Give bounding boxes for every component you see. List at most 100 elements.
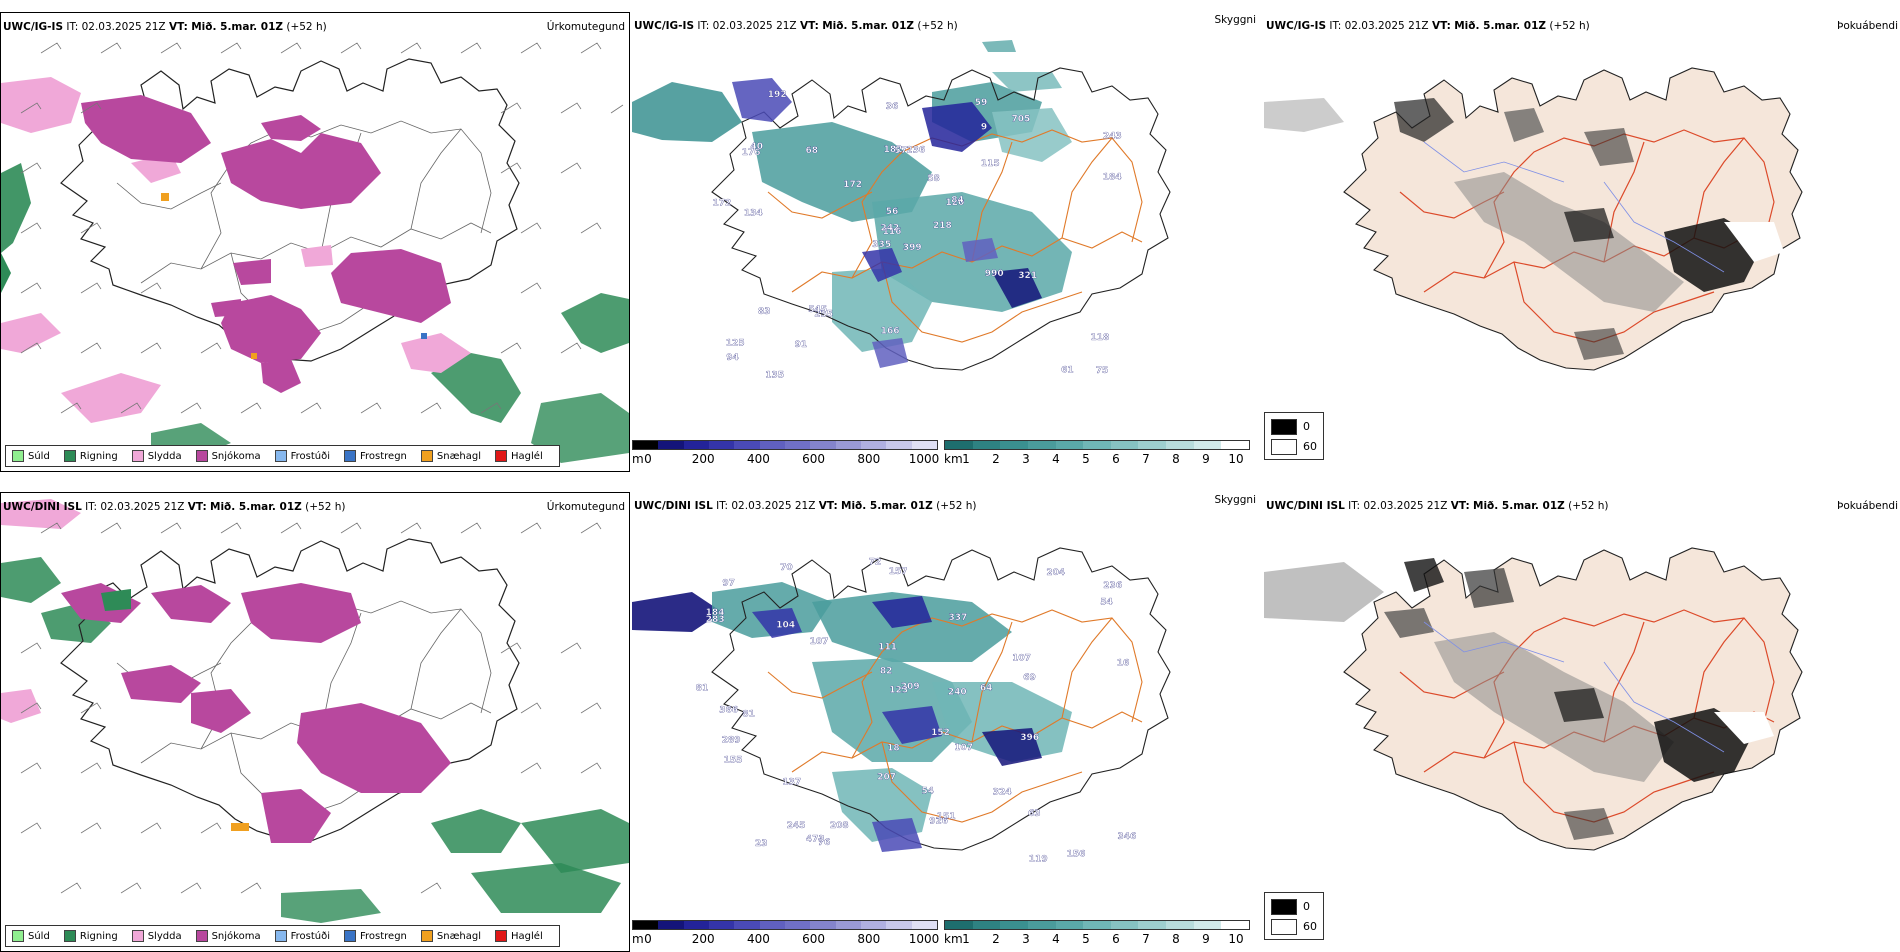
cloud-base-labels: 81 157 107 236 184 156 81 337 111 204 209 396 72 283 1… xyxy=(696,557,1137,864)
precip-legend-swatch xyxy=(495,930,508,942)
cloud-base-label: 207 xyxy=(877,773,896,783)
cloud-base-label: 69 xyxy=(1023,673,1036,683)
init-time: 02.03.2025 21Z xyxy=(712,20,797,32)
precip-legend-swatch xyxy=(274,930,287,942)
cloud-base-label: 337 xyxy=(949,613,968,623)
precip-legend-label: Rigning xyxy=(79,930,118,942)
colorbar-swatches xyxy=(632,920,938,930)
cloud-base-label: 54 xyxy=(1100,597,1113,607)
precip-legend-label: Frostregn xyxy=(360,930,407,942)
fog-legend-swatch-high xyxy=(1271,919,1297,935)
colorbar-tick: 5 xyxy=(1082,932,1090,946)
cloud-base-colorbar: m 0 200 400 600 800 1000 xyxy=(632,440,942,470)
colorbar-swatch xyxy=(658,921,684,929)
panel-title: Þokuábendi xyxy=(1837,20,1898,32)
precip-legend-label: Rigning xyxy=(79,450,118,462)
precip-legend-item: Frostúði xyxy=(274,450,330,462)
cloud-base-label: 324 xyxy=(993,787,1012,797)
fog-legend: 0 60 xyxy=(1264,892,1324,940)
it-label: IT: xyxy=(66,21,79,33)
it-label: IT: xyxy=(716,500,729,512)
cloud-base-label: 545 xyxy=(808,305,827,315)
precip-legend-label: Slydda xyxy=(147,930,182,942)
model-name: UWC/IG-IS xyxy=(634,20,695,32)
colorbar-swatch xyxy=(860,921,887,929)
init-time: 02.03.2025 21Z xyxy=(1363,500,1448,512)
cloud-base-label: 16 xyxy=(1117,658,1130,668)
cloud-base-label: 82 xyxy=(880,667,893,677)
colorbar-swatch xyxy=(945,441,973,449)
panel-header: UWC/DINI ISL IT: 02.03.2025 21Z VT: Mið.… xyxy=(3,501,345,513)
precip-legend-swatch xyxy=(131,450,144,462)
cloud-base-label: 115 xyxy=(981,159,1000,169)
it-label: IT: xyxy=(697,20,710,32)
colorbar-tick: 200 xyxy=(691,932,715,946)
precip-legend-label: Haglél xyxy=(511,930,543,942)
panel-title: Þokuábendi xyxy=(1837,500,1898,512)
colorbar-ticks: 1 2 3 4 5 6 7 8 9 10 xyxy=(944,932,1250,948)
precip-legend-item: Rigning xyxy=(63,450,118,462)
cloud-map: 8115710723618415681337111204209396722831… xyxy=(632,492,1262,952)
colorbar-swatch xyxy=(683,921,709,929)
cloud-base-label: 283 xyxy=(706,615,725,625)
cloud-base-label: 59 xyxy=(975,98,988,108)
precip-legend-swatch xyxy=(420,930,433,942)
precip-legend-label: Snæhagl xyxy=(436,450,482,462)
panel-title: Úrkomutegund xyxy=(546,21,625,33)
colorbar-tick: 600 xyxy=(802,932,826,946)
colorbar-swatch xyxy=(1027,441,1056,449)
colorbar-swatch xyxy=(911,441,937,449)
precip-legend-label: Snæhagl xyxy=(436,930,482,942)
colorbar-tick: 1 xyxy=(962,932,970,946)
cloud-base-label: 184 xyxy=(706,608,725,618)
colorbar-swatch xyxy=(1221,921,1250,929)
valid-time: Mið. 5.mar. 01Z xyxy=(210,501,302,513)
cloud-base-label: 137 xyxy=(782,778,801,788)
forecast-row-bottom: UWC/DINI ISL IT: 02.03.2025 21Z VT: Mið.… xyxy=(0,492,1900,952)
colorbar-ticks: 0 200 400 600 800 1000 xyxy=(632,932,939,948)
colorbar-swatches xyxy=(944,920,1250,930)
cloud-base-label: 107 xyxy=(810,637,829,647)
colorbar-tick: 7 xyxy=(1142,452,1150,466)
it-label: IT: xyxy=(85,501,98,513)
colorbar-swatch xyxy=(1083,921,1111,929)
cloud-base-label: 56 xyxy=(886,207,899,217)
cloud-base-label: 61 xyxy=(1061,366,1074,376)
precip-legend-item: Snjókoma xyxy=(195,450,261,462)
vt-label: VT: xyxy=(799,20,819,32)
colorbar-tick: 10 xyxy=(1228,932,1244,946)
colorbar-unit: km xyxy=(944,932,963,946)
init-time: 02.03.2025 21Z xyxy=(100,501,185,513)
precip-legend-swatch xyxy=(344,930,356,942)
wind-barb-icon xyxy=(20,42,624,414)
colorbar-tick: 5 xyxy=(1082,452,1090,466)
cloud-base-label: 23 xyxy=(755,839,768,849)
colorbar-swatch xyxy=(1110,441,1139,449)
cloud-base-label: 75 xyxy=(1096,366,1109,376)
cloud-base-label: 399 xyxy=(903,243,922,253)
lead-time: (+52 h) xyxy=(936,500,977,512)
precip-legend-item: Frostregn xyxy=(344,450,407,462)
colorbar-tick: 6 xyxy=(1112,452,1120,466)
precip-legend-label: Súld xyxy=(28,930,50,942)
cloud-base-label: 54 xyxy=(922,787,935,797)
cloud-base-label: 236 xyxy=(906,146,925,156)
cloud-cover-colorbar: km 1 2 3 4 5 6 7 8 9 10 xyxy=(944,440,1262,470)
cloud-base-label: 218 xyxy=(933,221,952,231)
cloud-base-label: 990 xyxy=(985,269,1004,279)
precip-legend-label: Súld xyxy=(28,450,50,462)
colorbar-swatch xyxy=(835,921,861,929)
panel-header: UWC/DINI ISL IT: 02.03.2025 21Z VT: Mið.… xyxy=(634,500,976,512)
cloud-base-label: 83 xyxy=(758,307,771,317)
colorbar-swatch xyxy=(911,921,937,929)
cloud-base-labels: 399 176 116 125 120 255 59 236 9 218 192 75 134 243 33… xyxy=(712,90,1122,381)
fog-legend-high: 60 xyxy=(1303,920,1317,933)
cloud-base-label: 107 xyxy=(954,743,973,753)
cloud-base-label: 81 xyxy=(696,683,709,693)
precip-type-panel: UWC/DINI ISL IT: 02.03.2025 21Z VT: Mið.… xyxy=(0,492,630,952)
fog-legend-high: 60 xyxy=(1303,440,1317,453)
precip-legend-label: Frostúði xyxy=(290,450,330,462)
colorbar-tick: 8 xyxy=(1172,452,1180,466)
panel-title: Skyggni xyxy=(1214,494,1257,506)
init-time: 02.03.2025 21Z xyxy=(81,21,166,33)
